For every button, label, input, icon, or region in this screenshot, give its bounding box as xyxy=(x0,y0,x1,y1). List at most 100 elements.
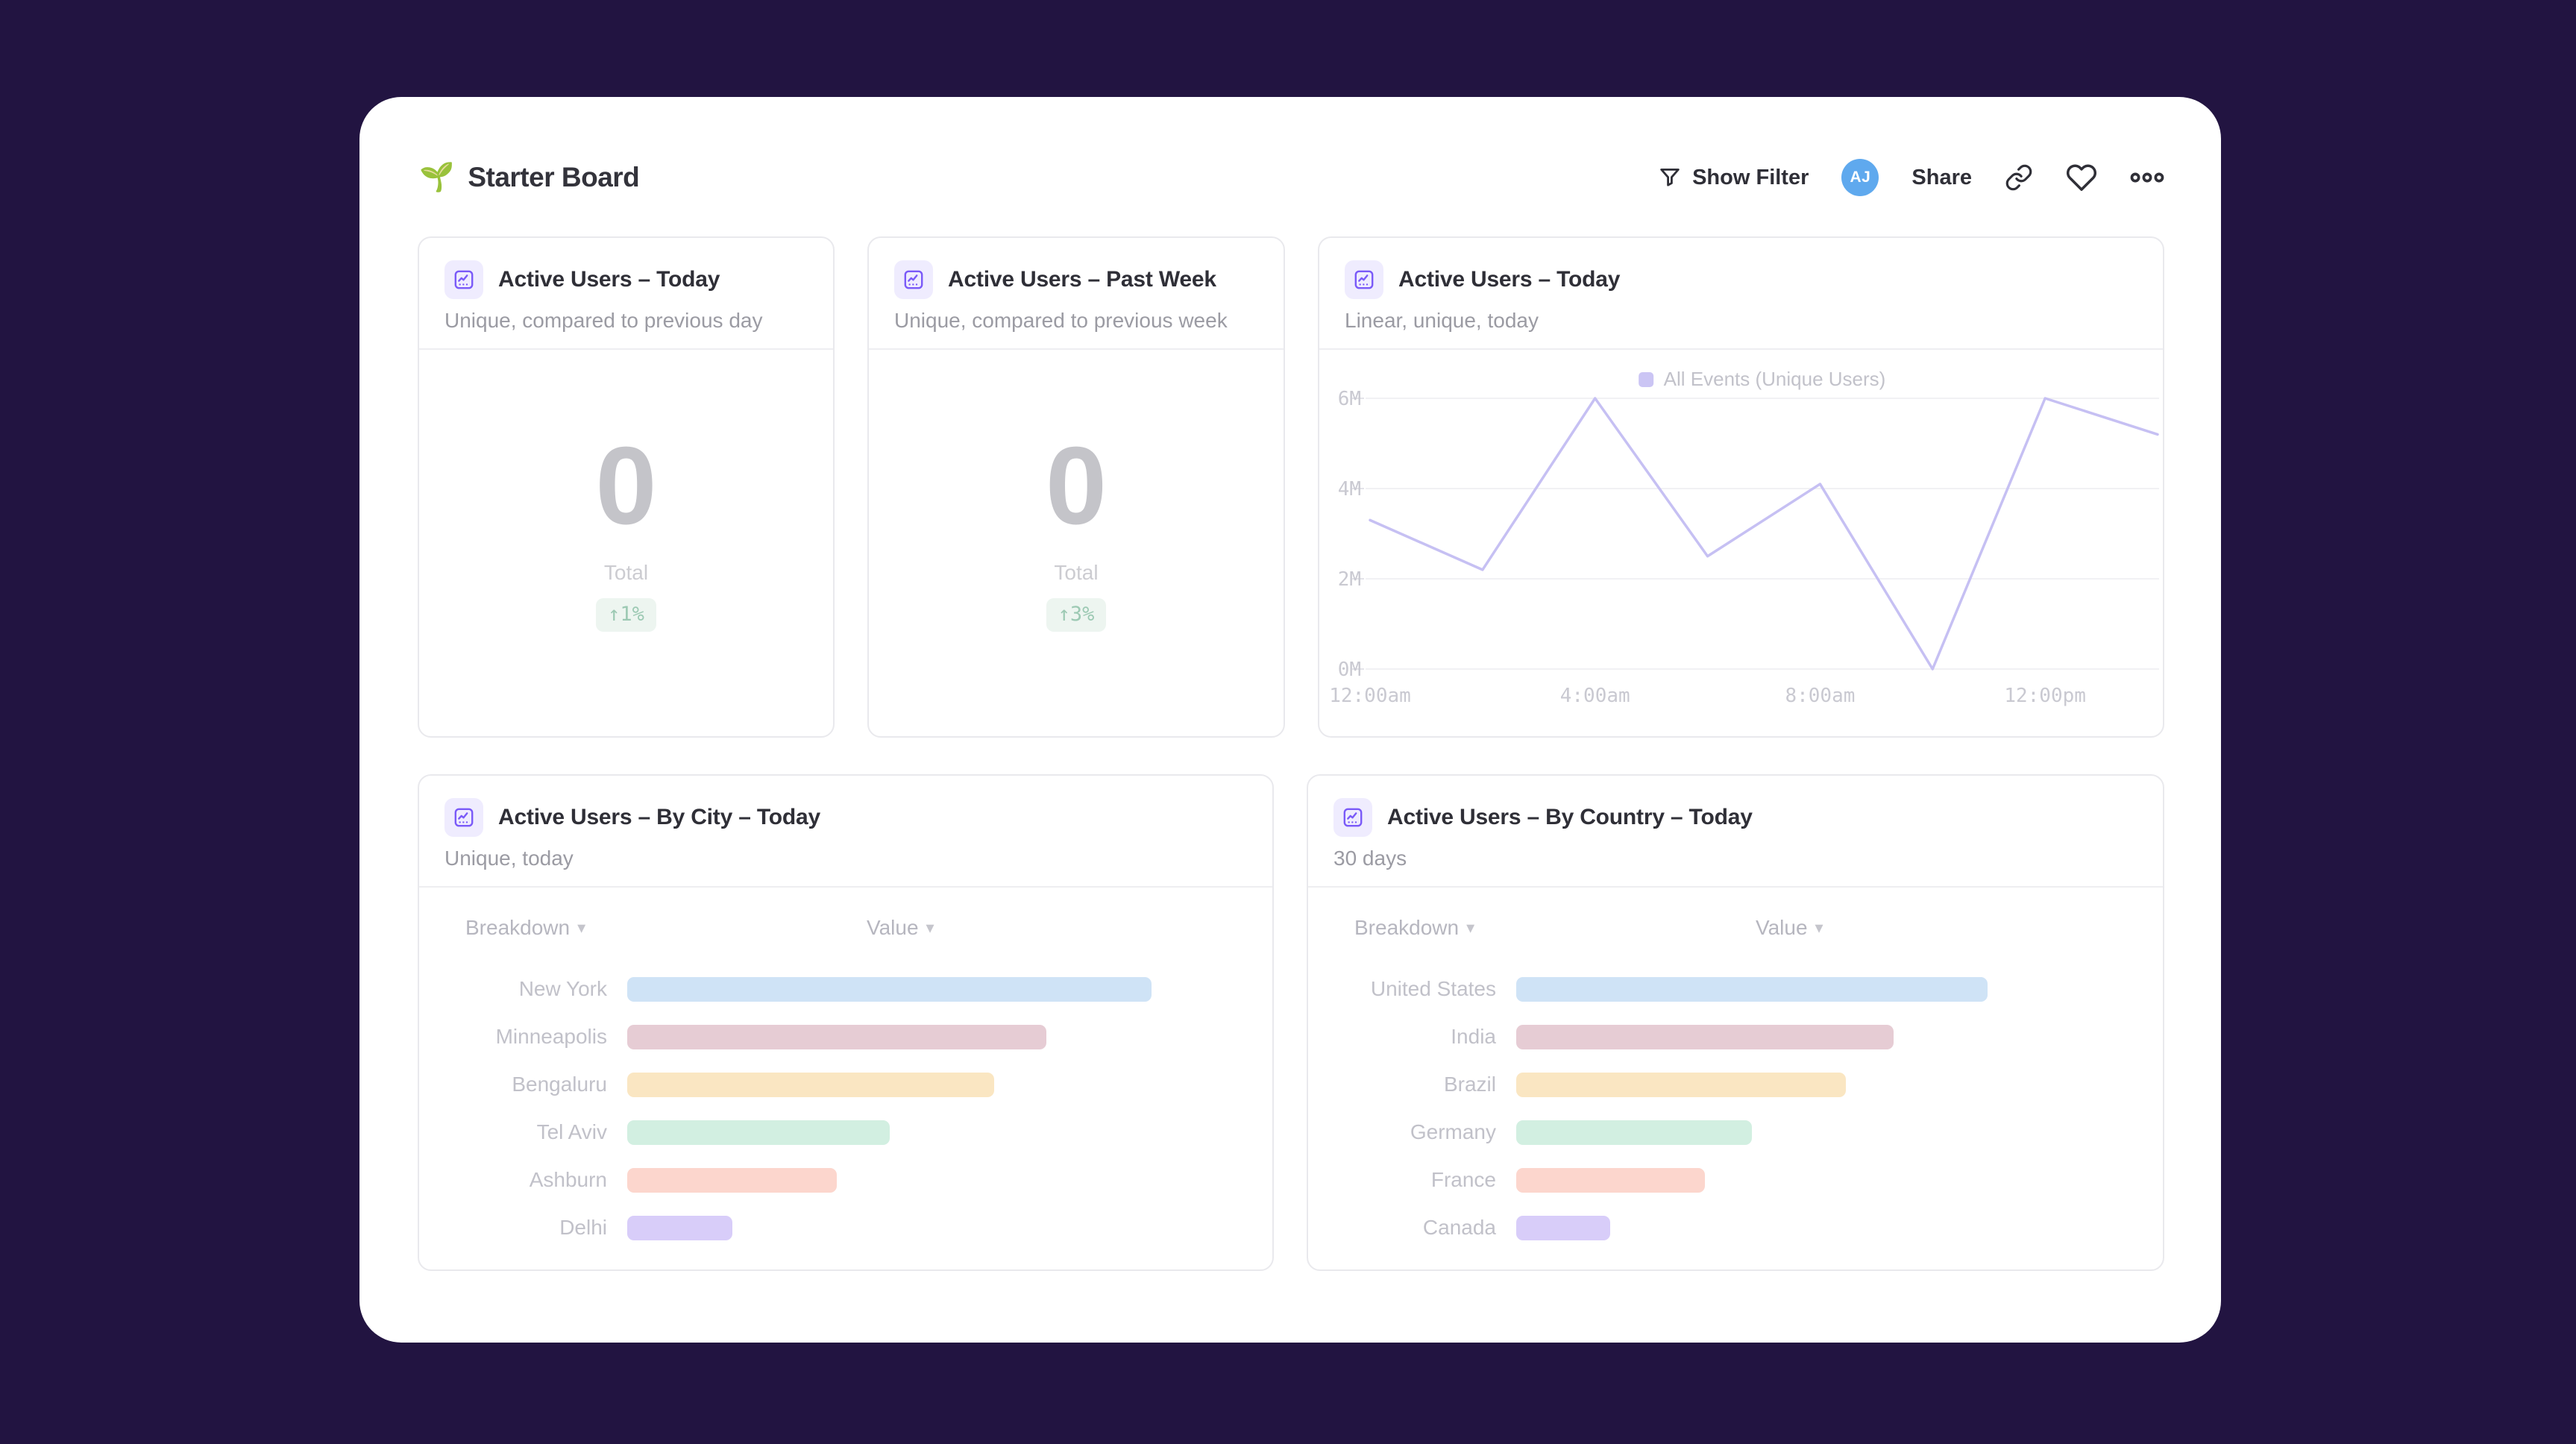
bar-zone xyxy=(627,1215,1272,1240)
caret-down-icon xyxy=(1815,920,1823,936)
caret-down-icon xyxy=(1466,920,1474,936)
board-header: 🌱 Starter Board Show Filter AJ Share xyxy=(419,152,2164,203)
card-subtitle: Unique, today xyxy=(444,847,574,870)
table-rows: New York Minneapolis Bengaluru Tel Aviv Ashb… xyxy=(419,965,1272,1252)
legend-item[interactable]: All Events (Unique Users) xyxy=(1638,368,1886,391)
row-label: France xyxy=(1430,1168,1496,1191)
breakdown-column-header[interactable]: Breakdown xyxy=(1354,916,1474,940)
copy-link-button[interactable] xyxy=(2005,163,2033,192)
chart-tile-icon xyxy=(1333,798,1372,837)
kpi-value: 0 xyxy=(595,424,657,547)
page-title: Starter Board xyxy=(468,162,640,192)
card-header: Active Users – Today Linear, unique, tod… xyxy=(1319,238,2163,350)
value-header-label: Value xyxy=(867,916,919,939)
value-column-header[interactable]: Value xyxy=(867,916,934,940)
chart-tile-icon xyxy=(444,798,483,837)
kpi-label: Total xyxy=(603,560,649,584)
change-badge: ↑3% xyxy=(1046,597,1107,632)
breakdown-column-header[interactable]: Breakdown xyxy=(465,916,585,940)
y-axis-label: 4M xyxy=(1338,478,1361,500)
y-axis-label: 0M xyxy=(1338,659,1361,681)
card-header: Active Users – Past Week Unique, compare… xyxy=(869,238,1284,350)
value-bar xyxy=(1516,1120,1752,1145)
table-row[interactable]: Brazil xyxy=(1308,1061,2163,1108)
row-label: Delhi xyxy=(559,1216,607,1239)
card-header: Active Users – Today Unique, compared to… xyxy=(419,238,833,350)
chart-tile-icon xyxy=(894,260,933,299)
card-active-users-by-country[interactable]: Active Users – By Country – Today 30 day… xyxy=(1307,774,2164,1271)
bar-zone xyxy=(1516,976,2163,1002)
value-bar xyxy=(627,1120,890,1145)
filter-icon xyxy=(1660,168,1680,186)
value-bar xyxy=(627,1215,732,1240)
bar-zone xyxy=(627,976,1272,1002)
card-subtitle: Unique, compared to previous week xyxy=(894,309,1228,332)
kpi-body: 0 Total ↑3% xyxy=(869,338,1284,724)
card-active-users-today[interactable]: Active Users – Today Unique, compared to… xyxy=(418,236,835,738)
value-bar xyxy=(1516,1215,1611,1240)
table-row[interactable]: Tel Aviv xyxy=(419,1108,1272,1156)
card-header: Active Users – By City – Today Unique, t… xyxy=(419,776,1272,888)
avatar[interactable]: AJ xyxy=(1841,159,1879,196)
bar-zone xyxy=(627,1120,1272,1145)
breakdown-header-label: Breakdown xyxy=(465,916,571,939)
table-row[interactable]: Bengaluru xyxy=(419,1061,1272,1108)
y-axis-label: 6M xyxy=(1338,388,1361,410)
row-label: Bengaluru xyxy=(512,1073,607,1096)
bar-zone xyxy=(1516,1024,2163,1049)
legend-label: All Events (Unique Users) xyxy=(1663,368,1886,390)
card-subtitle: Linear, unique, today xyxy=(1345,309,1539,332)
row-label: India xyxy=(1451,1025,1496,1048)
bar-zone xyxy=(1516,1120,2163,1145)
value-column-header[interactable]: Value xyxy=(1756,916,1823,940)
table-row[interactable]: India xyxy=(1308,1013,2163,1061)
table-row[interactable]: Germany xyxy=(1308,1108,2163,1156)
series-line xyxy=(1369,397,2159,671)
more-options-button[interactable] xyxy=(2130,169,2164,186)
chart-tile-icon xyxy=(444,260,483,299)
chart-tile-icon xyxy=(1345,260,1383,299)
table-row[interactable]: Canada xyxy=(1308,1204,2163,1252)
ellipsis-icon xyxy=(2130,172,2164,183)
value-bar xyxy=(1516,976,1988,1002)
bar-zone xyxy=(627,1072,1272,1097)
favorite-button[interactable] xyxy=(2066,162,2097,193)
row-label: Ashburn xyxy=(529,1168,607,1191)
table-row[interactable]: Ashburn xyxy=(419,1156,1272,1204)
card-active-users-past-week[interactable]: Active Users – Past Week Unique, compare… xyxy=(867,236,1285,738)
card-active-users-by-city[interactable]: Active Users – By City – Today Unique, t… xyxy=(418,774,1274,1271)
x-axis-label: 12:00pm xyxy=(2004,685,2086,707)
show-filter-label: Show Filter xyxy=(1692,165,1809,189)
x-axis-label: 8:00am xyxy=(1785,685,1855,707)
share-label: Share xyxy=(1911,165,1972,189)
card-header: Active Users – By Country – Today 30 day… xyxy=(1308,776,2163,888)
line-chart: 0M 2M 4M 6M 12:00am 4:00am 8:00am 12:00pm xyxy=(1329,388,2159,707)
value-bar xyxy=(1516,1024,1894,1049)
table-row[interactable]: New York xyxy=(419,965,1272,1013)
header-actions: Show Filter AJ Share xyxy=(1657,159,2164,196)
row-label: United States xyxy=(1370,977,1496,1000)
card-title: Active Users – Today xyxy=(498,267,720,292)
value-bar xyxy=(627,976,1152,1002)
bar-zone xyxy=(1516,1072,2163,1097)
bar-zone xyxy=(1516,1167,2163,1193)
x-axis-label: 4:00am xyxy=(1560,685,1630,707)
show-filter-button[interactable]: Show Filter xyxy=(1657,165,1809,190)
row-label: New York xyxy=(518,977,607,1000)
caret-down-icon xyxy=(926,920,934,936)
line-chart-body: All Events (Unique Users) 0M 2M 4M 6M 12:00a… xyxy=(1319,350,2163,736)
table-row[interactable]: France xyxy=(1308,1156,2163,1204)
row-label: Brazil xyxy=(1443,1073,1496,1096)
board-title-group: 🌱 Starter Board xyxy=(419,162,640,193)
table-row[interactable]: Minneapolis xyxy=(419,1013,1272,1061)
seedling-icon: 🌱 xyxy=(419,162,455,193)
table-rows: United States India Brazil Germany France Can… xyxy=(1308,965,2163,1252)
card-active-users-today-linear[interactable]: Active Users – Today Linear, unique, tod… xyxy=(1318,236,2164,738)
table-row[interactable]: Delhi xyxy=(419,1204,1272,1252)
value-bar xyxy=(1516,1072,1847,1097)
table-row[interactable]: United States xyxy=(1308,965,2163,1013)
link-icon xyxy=(2005,164,2032,191)
bar-zone xyxy=(1516,1215,2163,1240)
share-button[interactable]: Share xyxy=(1911,166,1972,190)
caret-down-icon xyxy=(577,920,585,936)
